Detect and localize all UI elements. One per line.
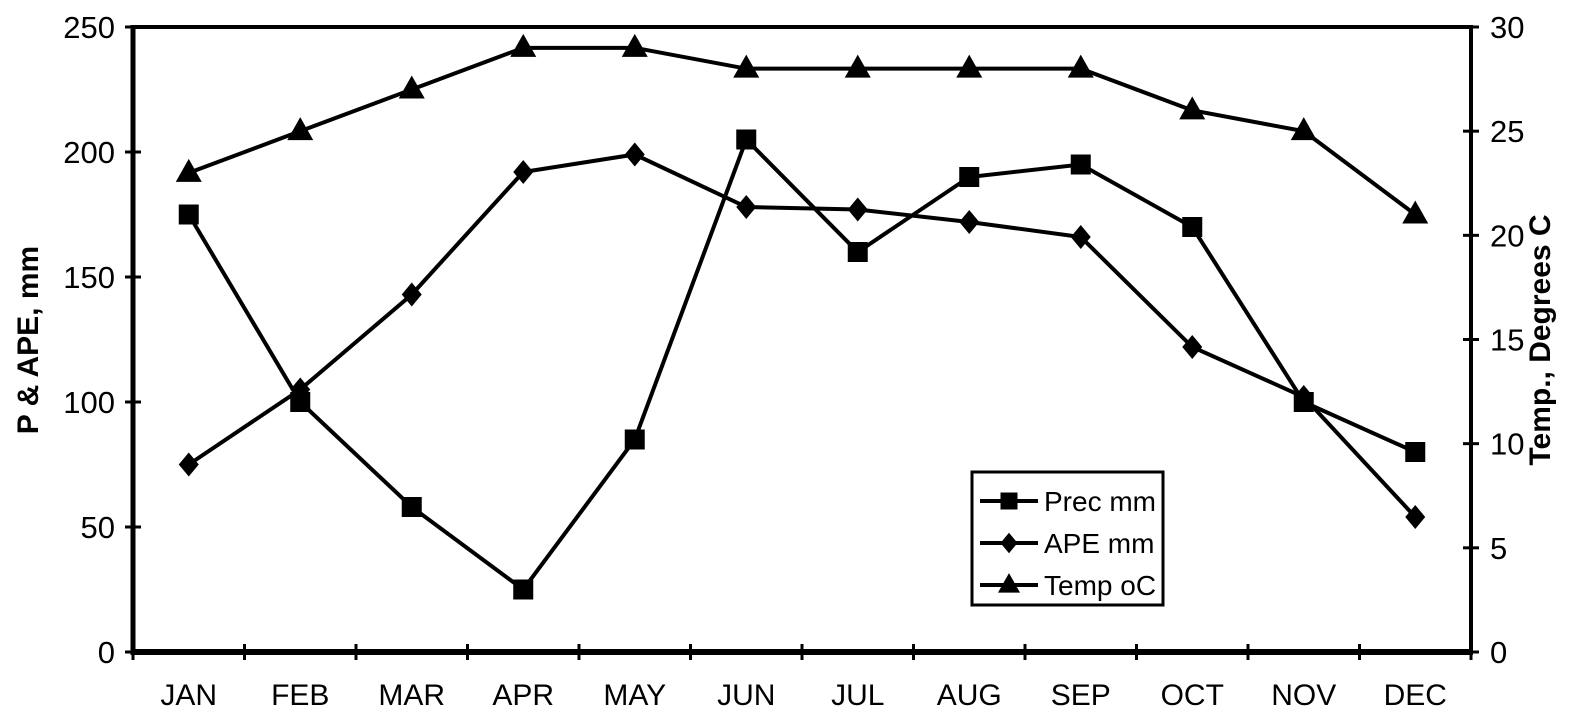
x-tick-label: NOV [1271, 679, 1336, 712]
temp-oc-marker-mar [398, 75, 425, 99]
prec-mm-marker-aug [959, 167, 980, 187]
y-left-tick-label: 0 [98, 635, 115, 670]
temp-oc-marker-may [621, 33, 648, 57]
ape-mm-marker-aug [959, 210, 980, 234]
y-right-tick-label: 5 [1490, 531, 1507, 566]
prec-mm-marker-feb [290, 392, 311, 412]
y-left-axis-title: P & APE, mm [12, 246, 45, 434]
prec-mm-marker-oct [1182, 217, 1203, 237]
temp-oc-line [188, 45, 1417, 217]
temp-oc-marker-sep [1067, 54, 1094, 78]
temp-oc-marker-oct [1179, 96, 1206, 120]
y-left-tick-label: 150 [63, 260, 115, 295]
temp-oc-marker-jan [175, 158, 202, 182]
ape-mm-marker-nov [1293, 385, 1314, 409]
y-right-tick-label: 25 [1490, 114, 1524, 149]
x-tick-label: AUG [937, 679, 1002, 712]
temp-oc-marker-nov [1290, 117, 1317, 141]
x-axis-ticks [131, 644, 1473, 660]
prec-mm-marker-mar [401, 497, 422, 517]
y-right-tick-label: 0 [1490, 635, 1507, 670]
prec-mm-marker-sep [1070, 154, 1091, 175]
ape-mm-marker-apr [513, 160, 534, 184]
legend-label: APE mm [1044, 528, 1154, 559]
x-tick-label: SEP [1051, 679, 1111, 712]
ape-mm-marker-feb [290, 377, 311, 402]
y-right-axis-labels: 0 5 10 15 20 25 30 [1490, 10, 1524, 670]
y-left-axis-ticks [125, 25, 141, 654]
prec-mm-marker-may [624, 429, 645, 450]
temp-oc-marker-aug [956, 54, 983, 78]
ape-mm-line [187, 152, 1417, 519]
x-tick-label: JUL [831, 679, 884, 712]
series-ape-mm [178, 142, 1426, 529]
y-right-tick-label: 30 [1490, 10, 1524, 45]
y-right-axis-title: Temp., Degrees C [1524, 214, 1557, 465]
prec-mm-marker-jul [847, 242, 868, 262]
ape-mm-marker-jun [736, 195, 757, 219]
series [175, 33, 1429, 600]
temp-oc-marker-feb [287, 117, 314, 141]
legend-entry: APE mm [980, 528, 1154, 559]
y-right-tick-label: 20 [1490, 218, 1524, 253]
legend-entry: Temp oC [980, 570, 1156, 601]
x-tick-label: APR [492, 679, 554, 712]
y-left-axis-labels: 0 50 100 150 200 250 [63, 10, 115, 670]
x-tick-label: MAY [603, 679, 666, 712]
prec-mm-marker-dec [1405, 442, 1426, 462]
x-tick-label: OCT [1161, 679, 1224, 712]
x-tick-label: MAR [378, 679, 445, 712]
temp-oc-marker-apr [510, 33, 537, 57]
legend-marker-triangle [997, 573, 1021, 593]
y-right-axis-ticks [1463, 25, 1479, 654]
temp-oc-marker-dec [1402, 200, 1429, 224]
ape-mm-marker-oct [1182, 335, 1203, 359]
x-tick-label: JUN [717, 679, 775, 712]
legend-marker-square [1000, 492, 1018, 510]
prec-mm-marker-jun [736, 129, 757, 150]
legend-label: Prec mm [1044, 486, 1156, 517]
legend: Prec mm APE mm Temp oC [970, 470, 1165, 607]
y-right-tick-label: 15 [1490, 323, 1524, 358]
y-left-tick-label: 50 [81, 510, 115, 545]
x-tick-label: JAN [160, 679, 217, 712]
prec-mm-marker-apr [513, 579, 534, 600]
y-right-tick-label: 10 [1490, 427, 1524, 462]
series-prec-mm [178, 129, 1426, 600]
y-left-tick-label: 250 [63, 10, 115, 45]
ape-mm-marker-sep [1070, 225, 1091, 249]
legend-marker-diamond [1000, 532, 1018, 554]
x-tick-label: DEC [1384, 679, 1447, 712]
legend-entry: Prec mm [980, 486, 1156, 517]
prec-mm-marker-jan [178, 204, 199, 225]
ape-mm-marker-may [624, 142, 645, 167]
ape-mm-marker-jul [847, 197, 868, 222]
ape-mm-marker-jan [178, 452, 199, 477]
prec-mm-line [187, 135, 1417, 593]
series-temp-oc [175, 33, 1429, 224]
y-left-tick-label: 100 [63, 385, 115, 420]
legend-label: Temp oC [1044, 570, 1156, 601]
x-tick-label: FEB [271, 679, 329, 712]
temp-oc-marker-jun [733, 54, 760, 78]
y-left-tick-label: 200 [63, 135, 115, 170]
temp-oc-marker-jul [844, 54, 871, 78]
ape-mm-marker-dec [1405, 505, 1426, 529]
ape-mm-marker-mar [401, 282, 422, 307]
x-axis-labels: JAN FEB MAR APR MAY JUN JUL AUG SEP OCT NOV DEC [160, 679, 1447, 712]
